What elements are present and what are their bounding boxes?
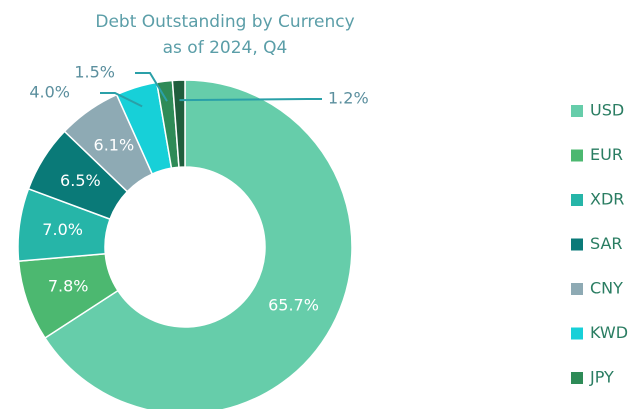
legend-label: CNY — [590, 279, 623, 298]
legend-label: EUR — [590, 145, 623, 164]
legend-label: JPY — [589, 368, 614, 387]
legend-label: SAR — [590, 234, 623, 253]
data-label: 65.7% — [268, 295, 319, 314]
legend-swatch — [571, 238, 583, 251]
legend-swatch — [571, 283, 583, 295]
donut-slice — [43, 79, 353, 409]
legend-swatch — [571, 327, 583, 340]
legend-swatch — [571, 194, 583, 206]
chart-subtitle: as of 2024, Q4 — [163, 38, 288, 58]
data-label: 7.8% — [48, 277, 89, 296]
data-label: 1.2% — [328, 89, 369, 108]
legend-swatch — [571, 372, 583, 384]
leader-line — [135, 72, 168, 102]
leader-line — [100, 92, 143, 108]
legend-label: KWD — [590, 323, 628, 342]
data-label: 4.0% — [29, 83, 70, 102]
legend-label: USD — [590, 101, 624, 120]
data-label: 6.1% — [94, 136, 135, 155]
data-label: 6.5% — [60, 171, 101, 190]
data-label: 7.0% — [42, 220, 83, 239]
leader-line — [179, 98, 322, 102]
chart-title: Debt Outstanding by Currency — [95, 12, 354, 32]
donut-slice — [171, 79, 186, 169]
legend-swatch — [571, 105, 583, 117]
legend-label: XDR — [590, 190, 624, 209]
legend-swatch — [571, 149, 583, 162]
data-label: 1.5% — [74, 63, 115, 82]
